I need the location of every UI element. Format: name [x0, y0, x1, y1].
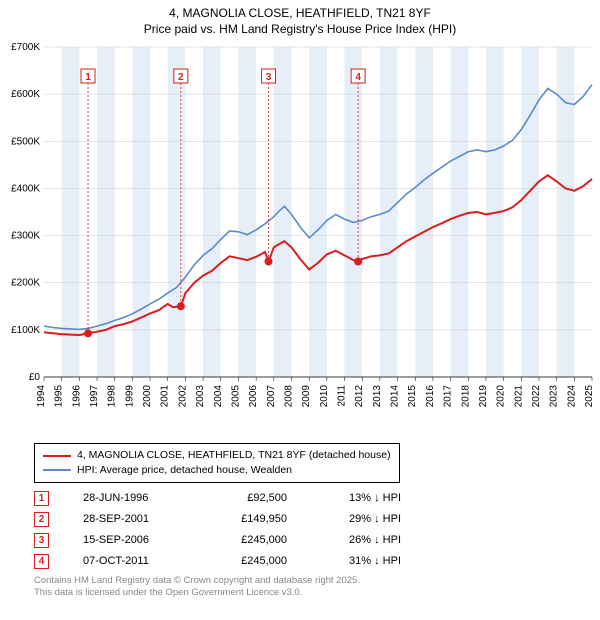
- title-line1: 4, MAGNOLIA CLOSE, HEATHFIELD, TN21 8YF: [0, 6, 600, 22]
- svg-text:2011: 2011: [337, 385, 348, 407]
- svg-text:1996: 1996: [71, 385, 82, 408]
- svg-text:2019: 2019: [478, 385, 489, 408]
- footer-line2: This data is licensed under the Open Gov…: [34, 587, 600, 599]
- svg-text:2005: 2005: [230, 385, 241, 408]
- sale-price: £149,950: [207, 513, 287, 525]
- svg-text:2023: 2023: [549, 385, 560, 408]
- legend: 4, MAGNOLIA CLOSE, HEATHFIELD, TN21 8YF …: [34, 443, 400, 482]
- svg-text:2016: 2016: [425, 385, 436, 408]
- footer: Contains HM Land Registry data © Crown c…: [34, 575, 600, 600]
- svg-text:2022: 2022: [531, 385, 542, 408]
- svg-text:2020: 2020: [496, 385, 507, 408]
- title-line2: Price paid vs. HM Land Registry's House …: [0, 22, 600, 38]
- sale-price: £245,000: [207, 555, 287, 567]
- svg-text:2007: 2007: [266, 385, 277, 408]
- svg-text:2002: 2002: [177, 385, 188, 408]
- table-row: 1 28-JUN-1996 £92,500 13% ↓ HPI: [34, 491, 600, 506]
- sale-marker: 3: [34, 533, 49, 548]
- svg-text:2008: 2008: [283, 385, 294, 408]
- svg-text:2021: 2021: [513, 385, 524, 408]
- sale-marker: 2: [34, 512, 49, 527]
- svg-text:1997: 1997: [89, 385, 100, 408]
- svg-text:2010: 2010: [319, 385, 330, 408]
- legend-label-blue: HPI: Average price, detached house, Weal…: [77, 463, 292, 478]
- svg-text:1995: 1995: [54, 385, 65, 408]
- chart-area: £0 £100K £200K £300K £400K £500K £600K £700K 199…: [0, 37, 600, 437]
- sale-price: £92,500: [207, 492, 287, 504]
- footer-line1: Contains HM Land Registry data © Crown c…: [34, 575, 600, 587]
- sale-diff: 13% ↓ HPI: [321, 492, 401, 504]
- svg-text:4: 4: [355, 72, 361, 83]
- svg-text:2006: 2006: [248, 385, 259, 408]
- svg-text:2: 2: [178, 72, 184, 83]
- legend-row-blue: HPI: Average price, detached house, Weal…: [43, 463, 391, 478]
- sale-diff: 26% ↓ HPI: [321, 534, 401, 546]
- svg-text:£300K: £300K: [11, 231, 40, 242]
- svg-text:2003: 2003: [195, 385, 206, 408]
- legend-swatch-red: [43, 455, 71, 457]
- sale-diff: 29% ↓ HPI: [321, 513, 401, 525]
- legend-label-red: 4, MAGNOLIA CLOSE, HEATHFIELD, TN21 8YF …: [77, 448, 391, 463]
- svg-text:£500K: £500K: [11, 136, 40, 147]
- svg-text:1999: 1999: [124, 385, 135, 408]
- table-row: 3 15-SEP-2006 £245,000 26% ↓ HPI: [34, 533, 600, 548]
- svg-text:2025: 2025: [584, 385, 595, 408]
- sale-marker: 1: [34, 491, 49, 506]
- svg-text:£700K: £700K: [11, 42, 40, 53]
- svg-text:3: 3: [266, 72, 272, 83]
- legend-row-red: 4, MAGNOLIA CLOSE, HEATHFIELD, TN21 8YF …: [43, 448, 391, 463]
- sale-date: 28-JUN-1996: [83, 492, 173, 504]
- chart-svg: £0 £100K £200K £300K £400K £500K £600K £700K 199…: [0, 37, 600, 437]
- svg-text:2000: 2000: [142, 385, 153, 408]
- svg-text:£200K: £200K: [11, 278, 40, 289]
- sales-table: 1 28-JUN-1996 £92,500 13% ↓ HPI 2 28-SEP…: [34, 491, 600, 569]
- svg-text:2009: 2009: [301, 385, 312, 408]
- sale-marker: 4: [34, 554, 49, 569]
- svg-text:2012: 2012: [354, 385, 365, 408]
- table-row: 2 28-SEP-2001 £149,950 29% ↓ HPI: [34, 512, 600, 527]
- svg-text:2001: 2001: [160, 385, 171, 408]
- svg-text:2024: 2024: [566, 385, 577, 408]
- svg-text:2014: 2014: [390, 385, 401, 408]
- svg-text:£100K: £100K: [11, 325, 40, 336]
- sale-diff: 31% ↓ HPI: [321, 555, 401, 567]
- svg-text:£400K: £400K: [11, 184, 40, 195]
- table-row: 4 07-OCT-2011 £245,000 31% ↓ HPI: [34, 554, 600, 569]
- svg-text:2017: 2017: [443, 385, 454, 408]
- svg-text:2004: 2004: [213, 385, 224, 408]
- svg-text:1994: 1994: [36, 385, 47, 408]
- legend-swatch-blue: [43, 469, 71, 471]
- sale-price: £245,000: [207, 534, 287, 546]
- sale-date: 15-SEP-2006: [83, 534, 173, 546]
- svg-text:1998: 1998: [107, 385, 118, 408]
- svg-text:2018: 2018: [460, 385, 471, 408]
- chart-title: 4, MAGNOLIA CLOSE, HEATHFIELD, TN21 8YF …: [0, 0, 600, 37]
- svg-text:1: 1: [85, 72, 91, 83]
- sale-date: 07-OCT-2011: [83, 555, 173, 567]
- sale-date: 28-SEP-2001: [83, 513, 173, 525]
- svg-text:2013: 2013: [372, 385, 383, 408]
- svg-text:£0: £0: [29, 372, 41, 383]
- svg-text:£600K: £600K: [11, 89, 40, 100]
- svg-text:2015: 2015: [407, 385, 418, 408]
